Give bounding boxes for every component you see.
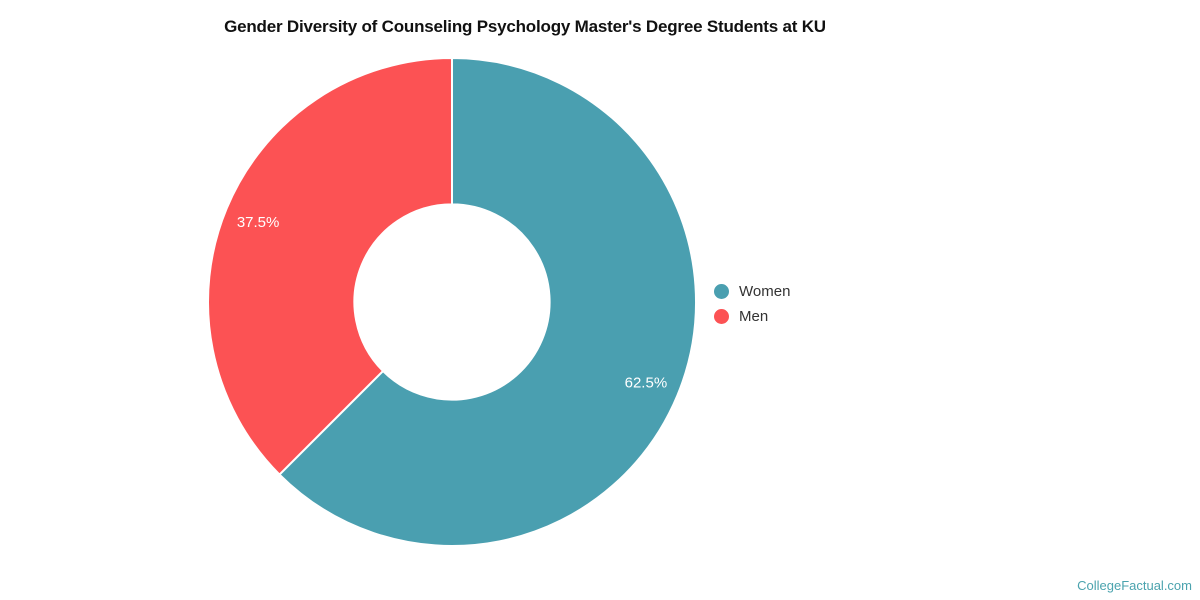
- legend-marker-men: [714, 309, 729, 324]
- legend-label-women: Women: [739, 283, 791, 300]
- slice-value-label-men: 37.5%: [237, 214, 280, 231]
- legend-item-women[interactable]: Women: [714, 279, 790, 304]
- chart-title: Gender Diversity of Counseling Psycholog…: [224, 17, 826, 36]
- pie-slice-men[interactable]: [207, 57, 453, 476]
- slice-value-label-women: 62.5%: [625, 375, 668, 392]
- legend-item-men[interactable]: Men: [714, 304, 790, 329]
- legend: Women Men: [714, 279, 790, 329]
- legend-label-men: Men: [739, 308, 769, 325]
- pie-slice-women[interactable]: [278, 57, 697, 547]
- legend-marker-women: [714, 284, 729, 299]
- collegefactual-watermark-link[interactable]: CollegeFactual.com: [1077, 578, 1192, 593]
